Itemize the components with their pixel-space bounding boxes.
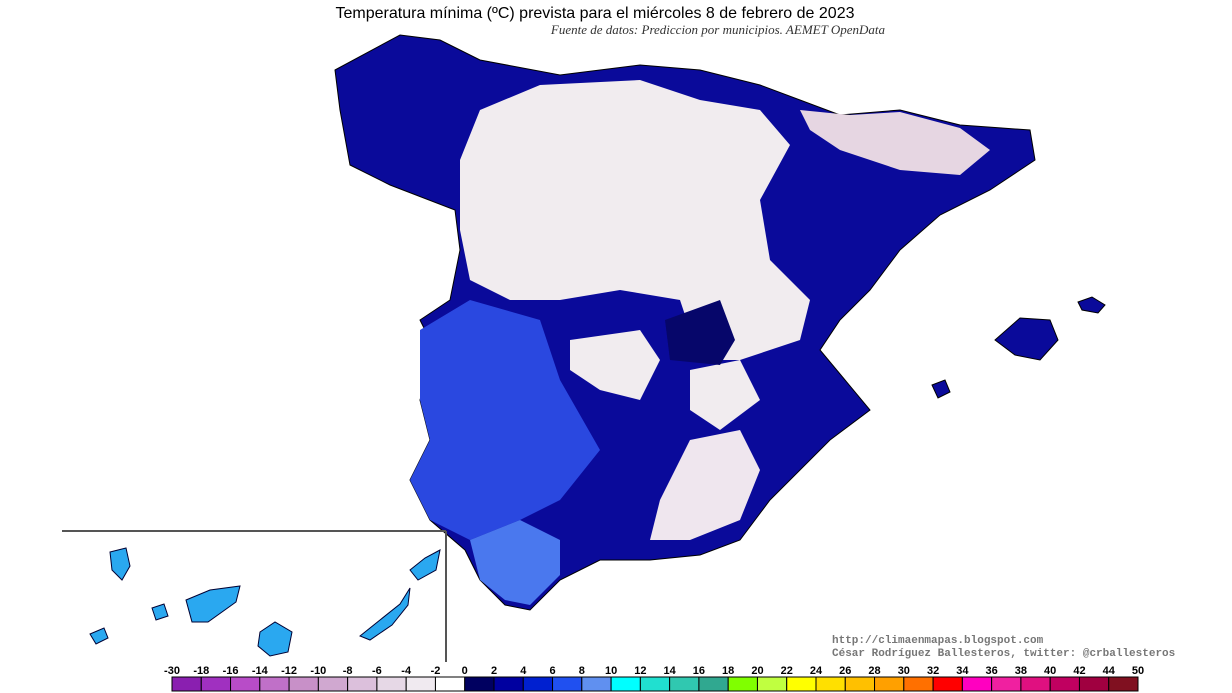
legend-label: 12 <box>634 665 646 677</box>
legend-label: 2 <box>491 665 497 677</box>
legend-label: -14 <box>252 665 269 677</box>
legend-label: 40 <box>1044 665 1056 677</box>
legend-swatch <box>698 676 729 692</box>
legend-label: 16 <box>693 665 705 677</box>
credit-author: César Rodríguez Ballesteros, twitter: @c… <box>832 648 1175 660</box>
legend-label: 38 <box>1015 665 1027 677</box>
legend-swatch <box>1049 676 1080 692</box>
legend-swatch <box>552 676 583 692</box>
legend-swatch <box>493 676 524 692</box>
legend-label: 42 <box>1073 665 1085 677</box>
legend-swatch <box>171 676 202 692</box>
legend-label: -4 <box>401 665 412 677</box>
legend-swatch <box>405 676 436 692</box>
legend-label: 50 <box>1132 665 1144 677</box>
legend-label: 32 <box>927 665 939 677</box>
legend: -30 -18 -16 -14 -12 -10 -8 -6 -4 -2 0 2 4 6 8 10 12 14 16 1… <box>164 665 1144 692</box>
legend-swatch <box>434 676 466 692</box>
legend-swatch <box>756 676 788 692</box>
legend-swatch <box>581 676 612 692</box>
legend-swatch <box>903 676 934 692</box>
legend-label: 4 <box>520 665 527 677</box>
subtitle: Fuente de datos: Prediccion por municipi… <box>550 22 886 37</box>
legend-swatch <box>786 676 817 692</box>
legend-label: 10 <box>605 665 617 677</box>
legend-swatch <box>288 676 319 692</box>
legend-swatch <box>200 676 232 692</box>
legend-swatch <box>932 676 963 692</box>
legend-swatch <box>1078 676 1110 692</box>
legend-label: -16 <box>223 665 239 677</box>
title: Temperatura mínima (ºC) prevista para el… <box>336 5 855 22</box>
legend-label: 44 <box>1103 665 1116 677</box>
legend-swatch <box>815 676 846 692</box>
legend-label: 20 <box>751 665 763 677</box>
legend-swatch <box>961 676 993 692</box>
legend-label: 18 <box>722 665 734 677</box>
legend-swatch <box>522 676 554 692</box>
canary-inset <box>62 530 447 662</box>
legend-label: -8 <box>343 665 353 677</box>
legend-swatch <box>259 676 290 692</box>
legend-swatch <box>1020 676 1051 692</box>
legend-label: 28 <box>868 665 880 677</box>
legend-label: 22 <box>781 665 793 677</box>
legend-label: -12 <box>281 665 297 677</box>
legend-label: -2 <box>431 665 441 677</box>
legend-label: 30 <box>898 665 910 677</box>
balearic-islands <box>931 296 1106 399</box>
legend-swatch <box>376 676 407 692</box>
legend-label: -10 <box>310 665 326 677</box>
legend-swatch <box>347 676 378 692</box>
legend-label: 14 <box>664 665 677 677</box>
legend-label: 0 <box>462 665 468 677</box>
legend-label: 34 <box>956 665 969 677</box>
legend-swatch <box>317 676 349 692</box>
legend-label: 36 <box>986 665 998 677</box>
legend-swatch <box>464 676 495 692</box>
peninsula <box>334 34 1036 611</box>
legend-swatch <box>669 676 700 692</box>
legend-label: 8 <box>579 665 585 677</box>
legend-label: 6 <box>549 665 555 677</box>
legend-label: 24 <box>810 665 823 677</box>
legend-label: -18 <box>193 665 209 677</box>
legend-swatch <box>1108 676 1139 692</box>
legend-swatch <box>874 676 905 692</box>
credit-url: http://climaenmapas.blogspot.com <box>832 635 1044 647</box>
legend-swatch <box>727 676 758 692</box>
legend-swatch <box>639 676 671 692</box>
legend-swatch <box>610 676 641 692</box>
legend-label: -6 <box>372 665 382 677</box>
legend-swatch <box>991 676 1022 692</box>
legend-label: 26 <box>839 665 851 677</box>
legend-label: -30 <box>164 665 180 677</box>
legend-swatch <box>844 676 876 692</box>
legend-swatch <box>230 676 261 692</box>
